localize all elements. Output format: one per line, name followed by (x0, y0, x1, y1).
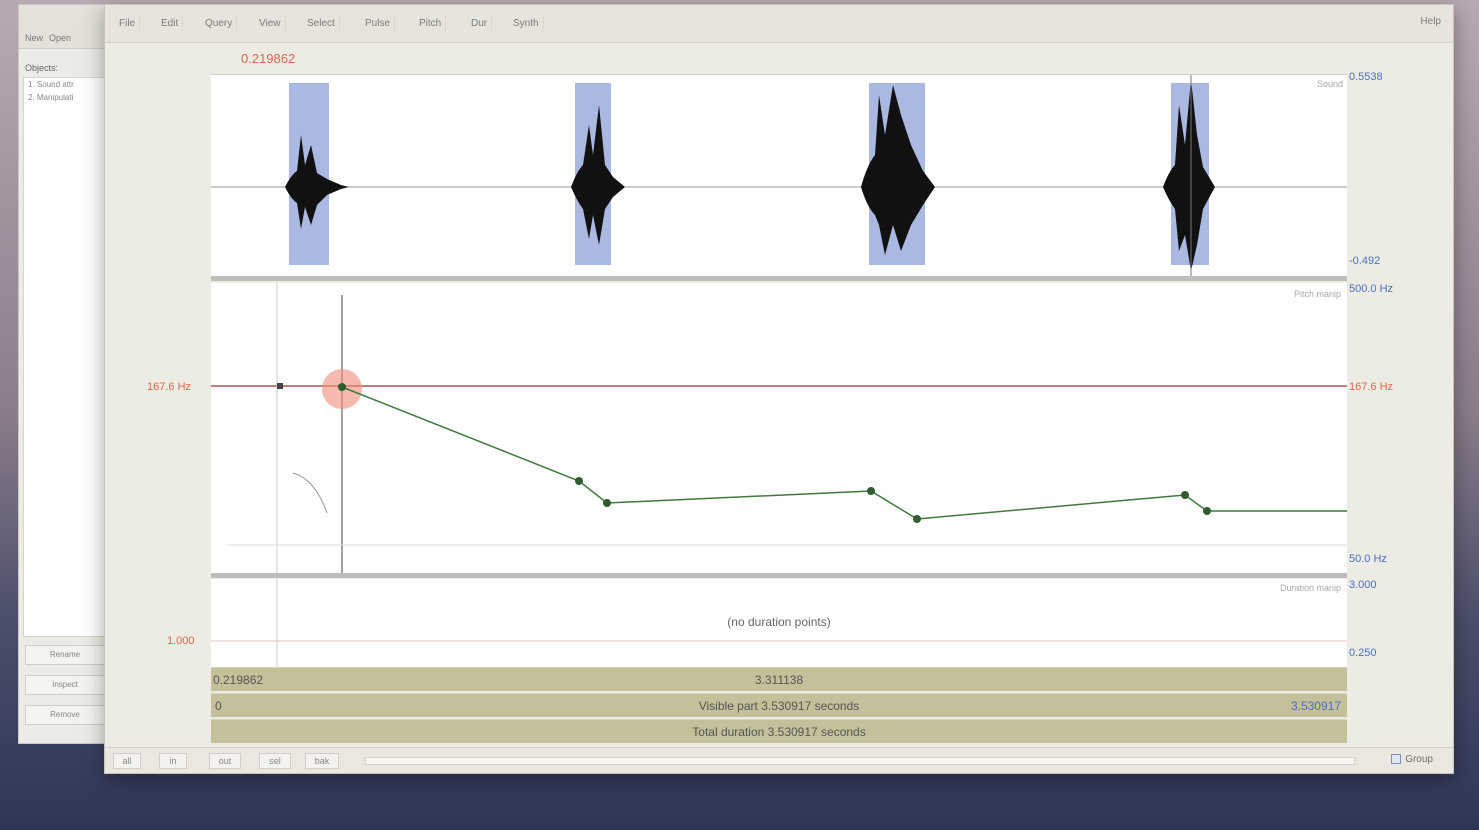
object-item[interactable]: 1. Sound attr (24, 78, 108, 91)
rename-button[interactable]: Rename (25, 645, 105, 665)
menu-file[interactable]: File (115, 16, 140, 31)
selection-duration: 3.311138 (211, 673, 1347, 687)
zoom-out-button[interactable]: out (209, 753, 241, 769)
menu-query[interactable]: Query (201, 16, 237, 31)
waveform-pane[interactable]: Sound (211, 74, 1347, 276)
menu-select[interactable]: Select (303, 16, 340, 31)
pane-separator (211, 573, 1347, 578)
pitch-cursor-left-label: 167.6 Hz (147, 381, 191, 393)
pane-separator (211, 276, 1347, 281)
wave-max-label: 0.5538 (1349, 71, 1383, 83)
inspect-button[interactable]: Inspect (25, 675, 105, 695)
pitch-start-point (277, 383, 283, 389)
duration-tier-name: Duration manip (1280, 583, 1341, 593)
object-item[interactable]: 2. Manipulati (24, 91, 108, 104)
pitch-cursor-right-label: 167.6 Hz (1349, 381, 1393, 393)
pitch-top-label: 500.0 Hz (1349, 283, 1393, 295)
menu-view[interactable]: View (255, 16, 286, 31)
pitch-bottom-label: 50.0 Hz (1349, 553, 1387, 565)
group-label: Group (1405, 754, 1433, 765)
pitch-fragment (293, 473, 327, 513)
zoom-in-button[interactable]: in (159, 753, 187, 769)
group-checkbox[interactable]: Group (1391, 754, 1433, 765)
objects-menubar: New Open (19, 5, 113, 49)
waveform-svg (211, 75, 1347, 277)
wave-min-label: -0.492 (1349, 255, 1380, 267)
sound-tier-hint: Sound (1317, 79, 1343, 89)
visible-part-text: Visible part 3.530917 seconds (211, 699, 1347, 713)
manipulation-editor-window: File Edit Query View Select Pulse Pitch … (104, 4, 1454, 774)
waveform-bursts (285, 79, 1215, 271)
menu-dur[interactable]: Dur (467, 16, 492, 31)
objects-window: New Open Objects: 1. Sound attr 2. Manip… (18, 4, 114, 744)
pitch-points[interactable] (338, 383, 1211, 523)
pitch-tier-name: Pitch manip (1294, 289, 1341, 299)
menu-synth[interactable]: Synth (509, 16, 544, 31)
zoom-all-button[interactable]: all (113, 753, 141, 769)
objects-menu-new[interactable]: New (25, 33, 43, 48)
objects-list[interactable]: 1. Sound attr 2. Manipulati (23, 77, 109, 637)
visible-end: 3.530917 (1291, 699, 1341, 713)
total-duration-text: Total duration 3.530917 seconds (211, 725, 1347, 739)
checkbox-icon[interactable] (1391, 754, 1401, 764)
menu-edit[interactable]: Edit (157, 16, 183, 31)
horizontal-scrollbar[interactable] (365, 757, 1355, 765)
duration-left-label: 1.000 (167, 635, 195, 647)
menu-pulse[interactable]: Pulse (361, 16, 395, 31)
duration-bottom-label: 0.250 (1349, 647, 1377, 659)
menu-pitch[interactable]: Pitch (415, 16, 446, 31)
selection-time-bar[interactable]: 0.219862 3.311138 (211, 667, 1347, 691)
pitch-svg (211, 283, 1347, 573)
total-duration-bar[interactable]: Total duration 3.530917 seconds (211, 719, 1347, 743)
objects-label: Objects: (19, 49, 113, 75)
visible-part-bar[interactable]: 0 Visible part 3.530917 seconds 3.530917 (211, 693, 1347, 717)
objects-menu-open[interactable]: Open (49, 33, 71, 48)
menu-help[interactable]: Help (1420, 16, 1441, 27)
pitch-pane[interactable]: Pitch manip (211, 283, 1347, 573)
duration-empty-text: (no duration points) (211, 615, 1347, 629)
duration-pane[interactable]: (no duration points) Duration manip (211, 579, 1347, 669)
bottom-control-bar: all in out sel bak Group (105, 747, 1453, 773)
zoom-back-button[interactable]: bak (305, 753, 339, 769)
cursor-time-readout: 0.219862 (241, 51, 295, 66)
duration-top-label: 3.000 (1349, 579, 1377, 591)
pitch-contour (342, 387, 1347, 519)
zoom-selection-button[interactable]: sel (259, 753, 291, 769)
remove-button[interactable]: Remove (25, 705, 105, 725)
editor-menubar: File Edit Query View Select Pulse Pitch … (105, 5, 1453, 43)
